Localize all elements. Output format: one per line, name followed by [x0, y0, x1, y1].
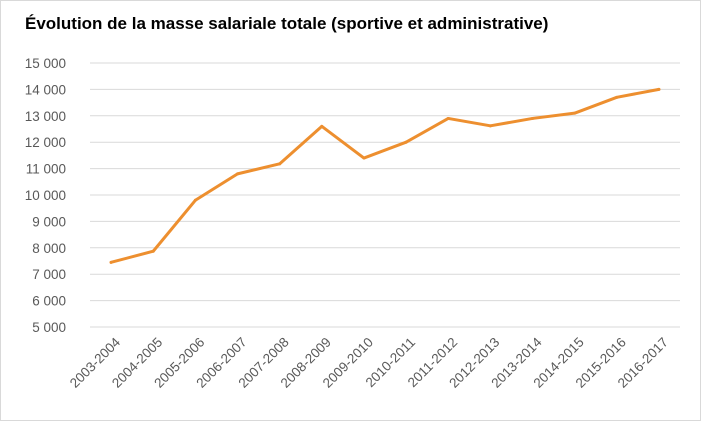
data-point	[657, 87, 661, 91]
y-tick-label: 5 000	[32, 320, 66, 335]
data-point	[193, 198, 197, 202]
data-point	[236, 172, 239, 176]
data-point	[109, 260, 113, 264]
data-point	[278, 162, 282, 166]
data-point	[320, 124, 324, 128]
data-point	[151, 249, 155, 253]
data-point	[531, 116, 534, 120]
data-point	[615, 95, 619, 99]
y-tick-label: 15 000	[25, 56, 66, 71]
y-axis-ticks: 5 000 6 000 7 000 8 000 9 000 10 000 11 000 12 …	[25, 56, 66, 335]
y-tick-label: 9 000	[32, 214, 66, 229]
data-point	[488, 124, 492, 128]
gridlines	[90, 62, 680, 328]
data-point	[404, 140, 408, 144]
y-tick-label: 13 000	[25, 109, 66, 124]
data-point	[446, 116, 450, 120]
series-lines	[109, 87, 661, 264]
chart-title: Évolution de la masse salariale totale (…	[25, 14, 549, 33]
x-axis-ticks: 2003-20042004-20052005-20062006-20072007…	[67, 334, 671, 391]
y-tick-label: 10 000	[25, 188, 66, 203]
y-tick-label: 7 000	[32, 267, 66, 282]
series-line	[109, 87, 661, 264]
y-tick-label: 14 000	[25, 82, 66, 97]
data-point	[573, 111, 577, 115]
y-tick-label: 6 000	[32, 294, 66, 309]
data-point	[362, 156, 366, 160]
y-tick-label: 11 000	[26, 162, 66, 177]
y-tick-label: 12 000	[25, 135, 66, 150]
y-tick-label: 8 000	[32, 241, 66, 256]
